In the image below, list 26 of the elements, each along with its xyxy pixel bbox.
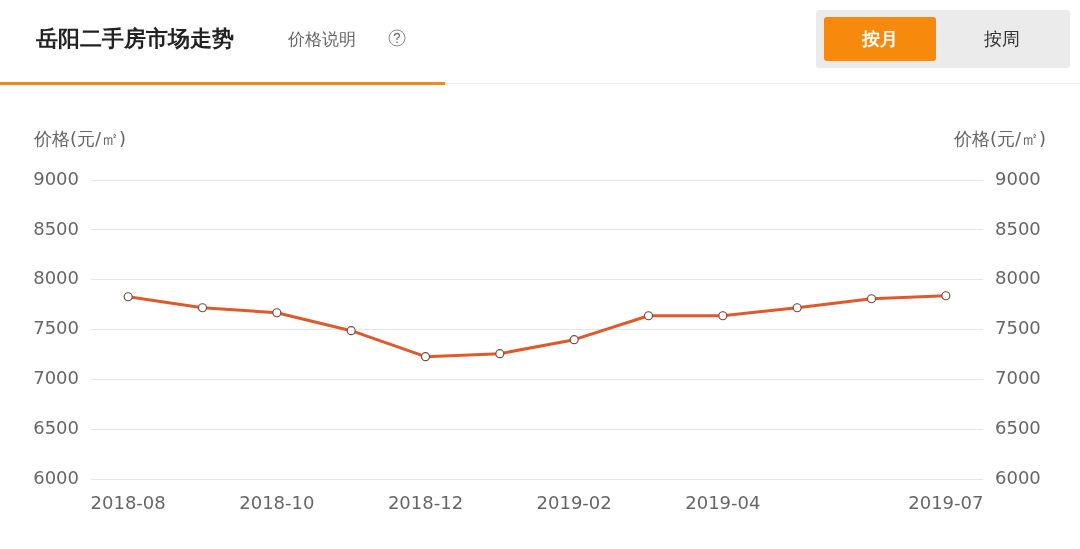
x-tick-label: 2018-12 (387, 491, 464, 513)
x-tick-label: 2018-08 (90, 491, 166, 513)
text: 按月 (824, 17, 936, 61)
y-tick-label: 8000 (33, 267, 79, 289)
y-tick-label: 7500 (33, 317, 79, 339)
y2-tick-label: 7000 (995, 367, 1041, 389)
y2-tick-label: 8500 (995, 217, 1041, 239)
y2-tick-label: 7500 (995, 317, 1041, 339)
x-tick-label: 2018-10 (239, 491, 315, 513)
y2-tick-label: 6000 (995, 467, 1041, 489)
text: 按周 (983, 27, 1021, 51)
y2-tick-label: 6500 (995, 417, 1041, 439)
x-tick-label: 2019-04 (685, 491, 761, 513)
chart-subtitle: 价格说明 (288, 28, 356, 51)
chart-title: 岳阳二手房市场走势 (36, 25, 234, 53)
x-tick-label: 2019-07 (908, 491, 984, 513)
y-tick-label: 7000 (33, 367, 79, 389)
y-tick-label: 8500 (33, 217, 79, 239)
y-tick-label: 6500 (33, 417, 79, 439)
y-tick-label: 9000 (33, 167, 79, 189)
y2-tick-label: 9000 (995, 167, 1041, 189)
y-tick-label: 6000 (33, 467, 79, 489)
y2-axis-title: 价格(元/㎡) (952, 127, 1046, 149)
x-tick-label: 2019-02 (536, 491, 612, 513)
y2-tick-label: 8000 (995, 267, 1041, 289)
y-axis-title: 价格(元/㎡) (33, 127, 127, 149)
